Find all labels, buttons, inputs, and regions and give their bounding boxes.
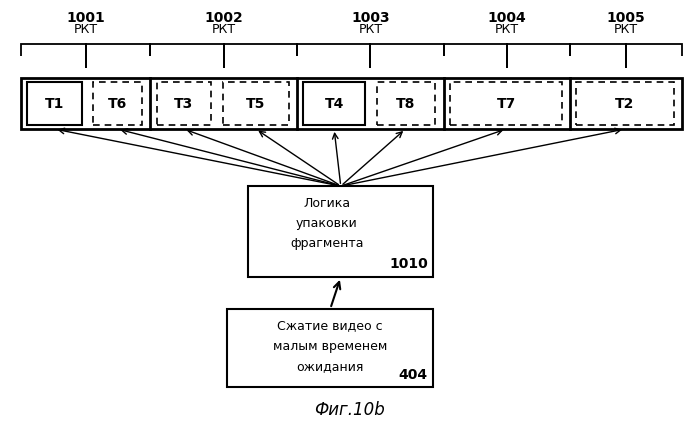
Text: РКТ: РКТ	[614, 23, 637, 36]
Bar	[576, 82, 674, 125]
Bar	[27, 82, 82, 125]
Text: Т3: Т3	[174, 96, 194, 111]
Text: РКТ: РКТ	[495, 23, 519, 36]
Text: Т7: Т7	[496, 96, 516, 111]
Text: упаковки: упаковки	[296, 217, 358, 230]
Bar	[223, 82, 289, 125]
Bar	[227, 309, 433, 387]
Text: Сжатие видео с: Сжатие видео с	[278, 319, 383, 332]
Text: Фиг.10b: Фиг.10b	[314, 401, 385, 419]
Bar	[377, 82, 435, 125]
Text: 1003: 1003	[351, 11, 390, 25]
Text: Т5: Т5	[246, 96, 266, 111]
Text: 404: 404	[398, 368, 428, 382]
Text: 1005: 1005	[606, 11, 645, 25]
Text: Т1: Т1	[45, 96, 64, 111]
Text: Логика: Логика	[303, 197, 350, 210]
Text: малым временем: малым временем	[273, 340, 387, 353]
Bar	[93, 82, 142, 125]
Bar	[157, 82, 211, 125]
Text: Т6: Т6	[108, 96, 127, 111]
Bar	[248, 186, 433, 277]
Text: Т2: Т2	[615, 96, 635, 111]
Text: 1001: 1001	[66, 11, 105, 25]
Text: 1004: 1004	[487, 11, 526, 25]
Bar	[303, 82, 365, 125]
Text: 1010: 1010	[389, 257, 428, 271]
Text: Т8: Т8	[396, 96, 415, 111]
Text: РКТ: РКТ	[73, 23, 98, 36]
Text: РКТ: РКТ	[212, 23, 236, 36]
Text: Т4: Т4	[324, 96, 344, 111]
Text: фрагмента: фрагмента	[290, 237, 363, 250]
Bar	[450, 82, 562, 125]
Text: РКТ: РКТ	[359, 23, 382, 36]
Text: 1002: 1002	[204, 11, 243, 25]
Text: ожидания: ожидания	[296, 360, 364, 373]
Bar	[21, 78, 682, 129]
